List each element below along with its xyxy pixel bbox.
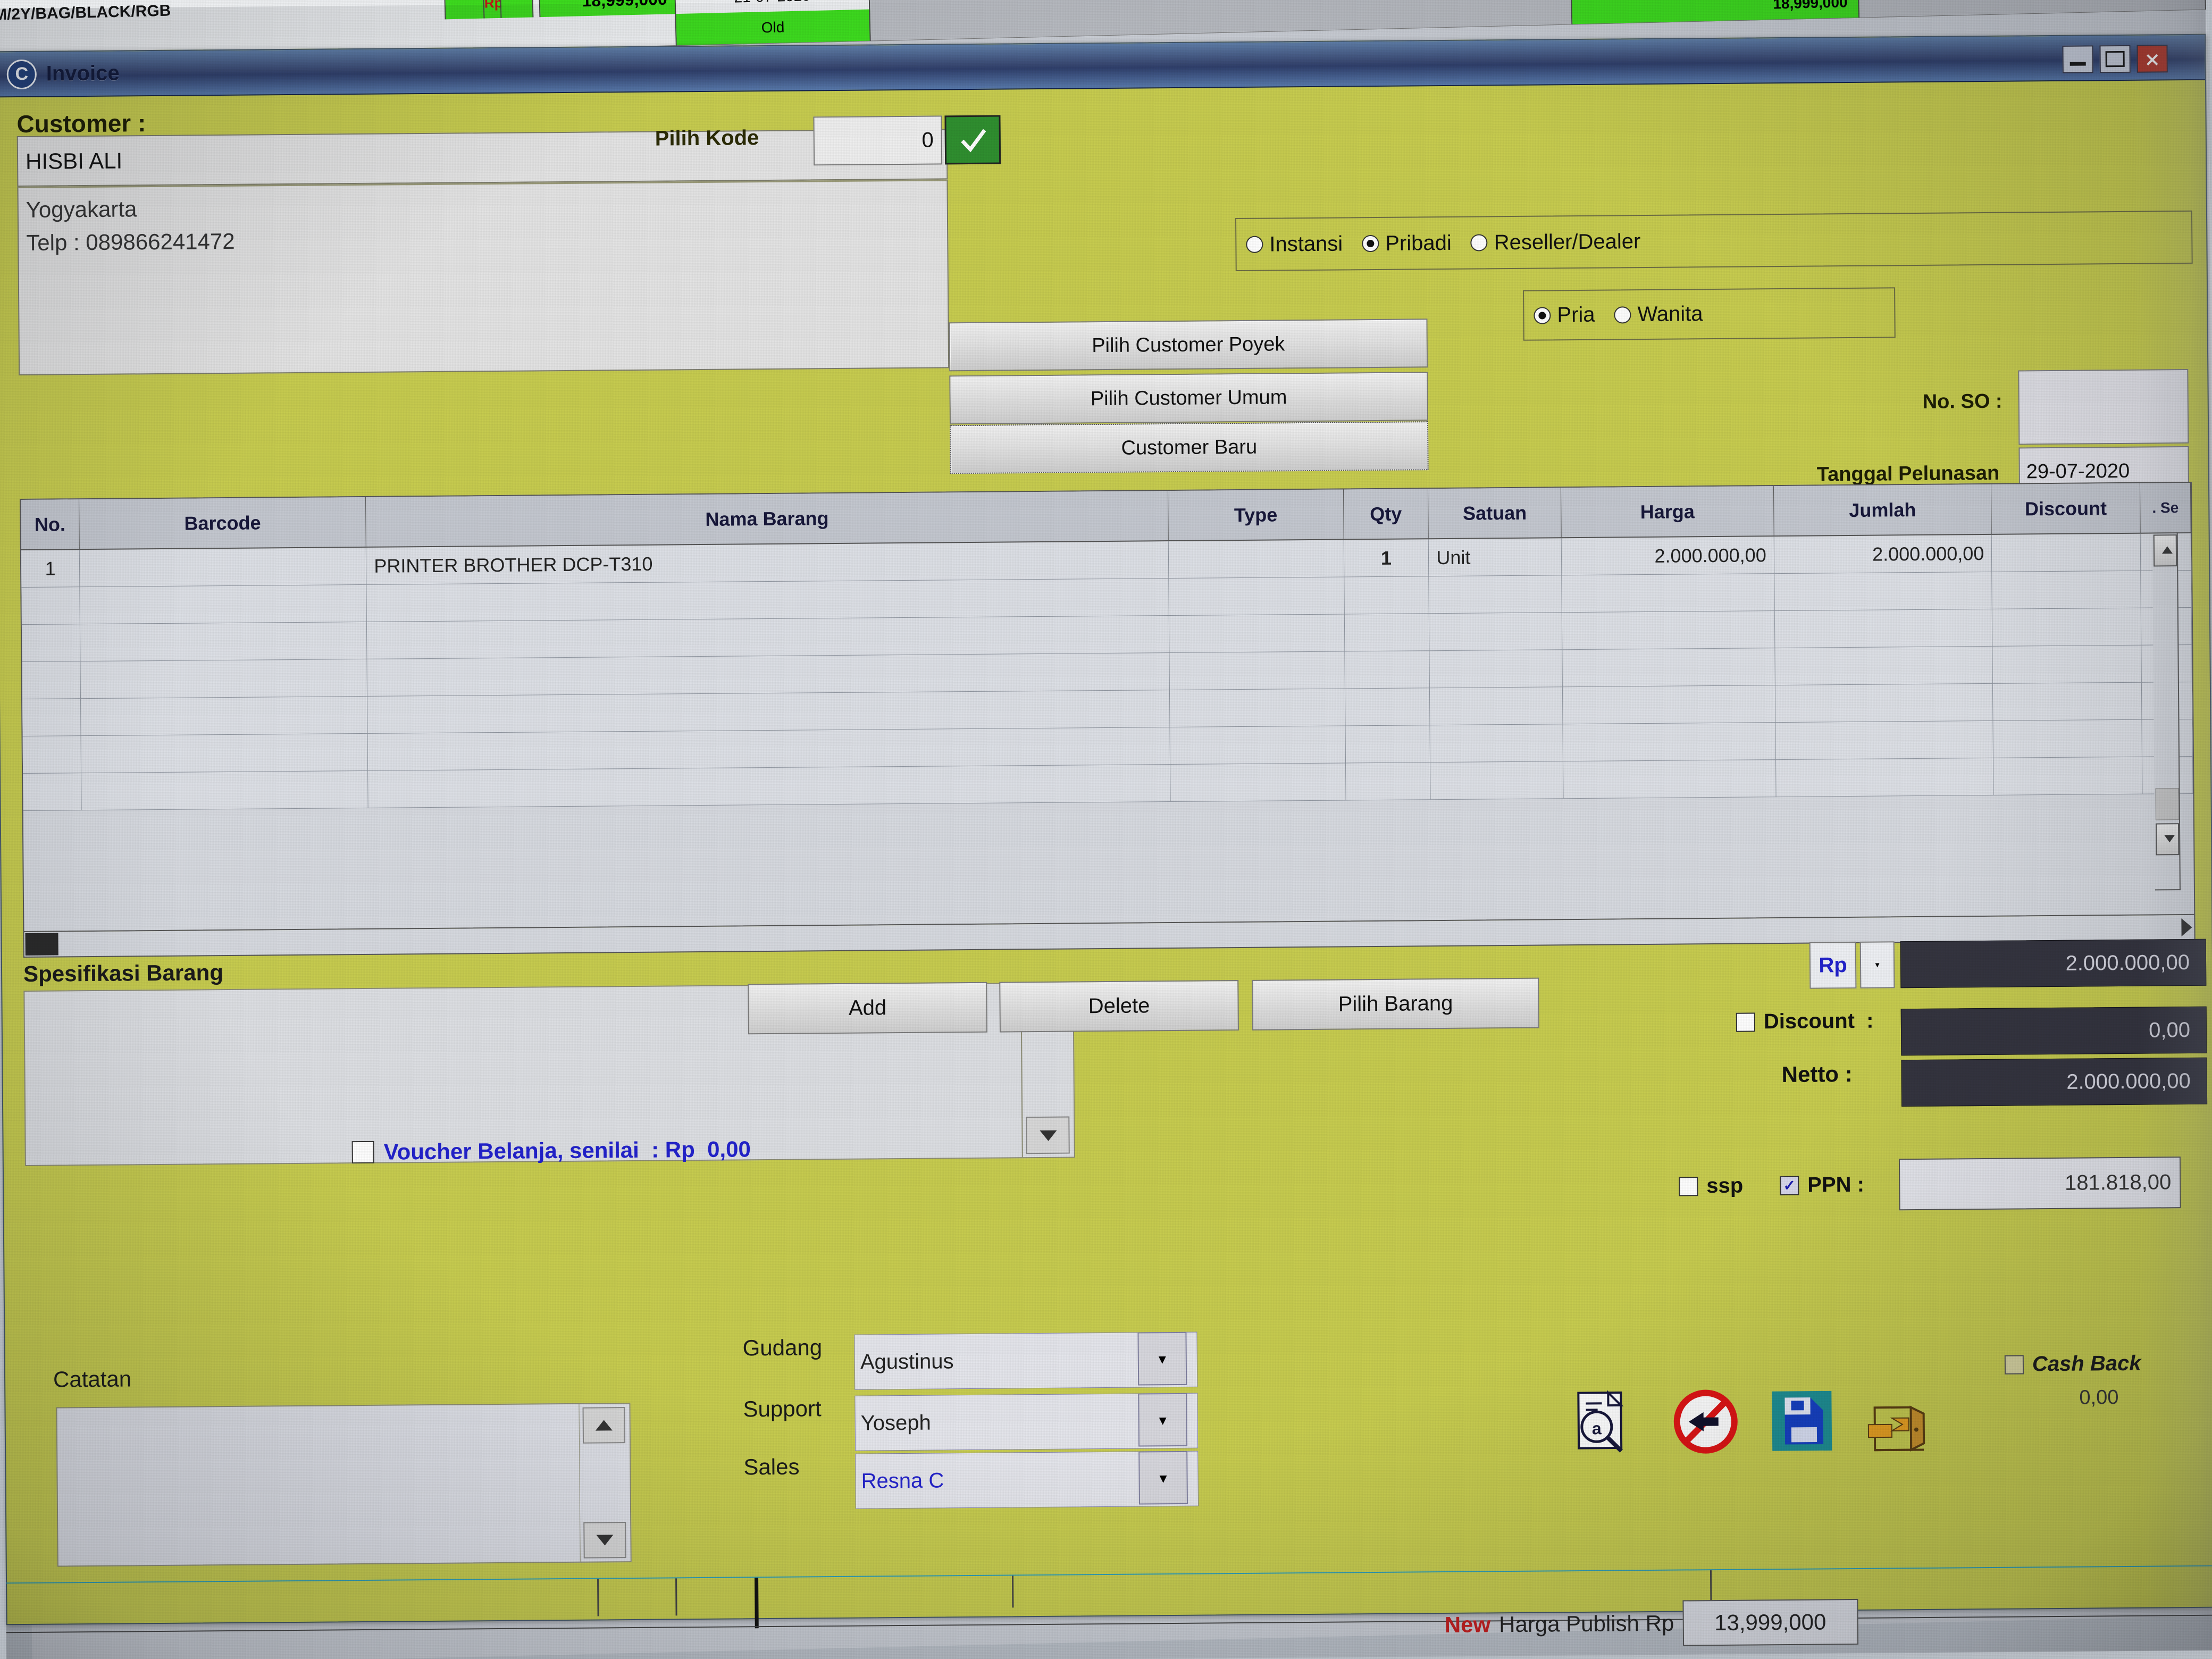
svg-text:a: a — [1592, 1419, 1602, 1438]
